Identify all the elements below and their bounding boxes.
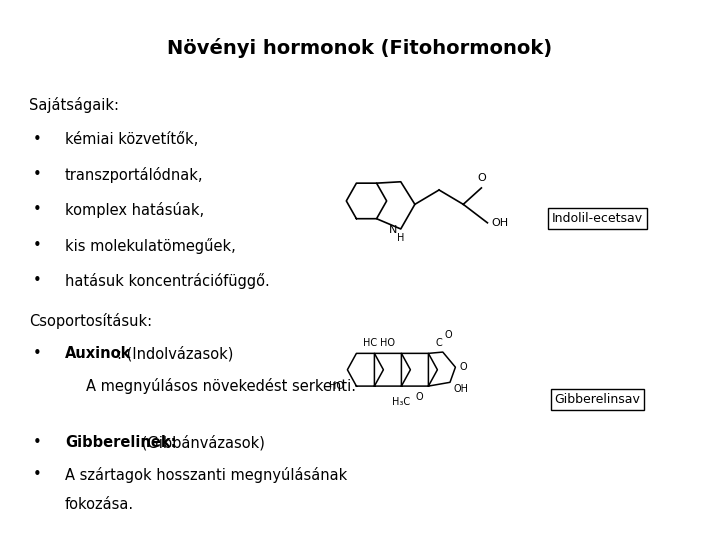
Text: Auxinok: Auxinok <box>65 346 131 361</box>
Text: komplex hatásúak,: komplex hatásúak, <box>65 202 204 219</box>
Text: Indolil-ecetsav: Indolil-ecetsav <box>552 212 643 225</box>
Text: HC: HC <box>363 338 377 348</box>
Text: OH: OH <box>491 218 508 228</box>
Text: •: • <box>32 435 41 450</box>
Text: N: N <box>389 225 397 235</box>
Text: A megnyúlásos növekedést serkenti.: A megnyúlásos növekedést serkenti. <box>86 378 356 394</box>
Text: HO: HO <box>329 381 344 391</box>
Text: •: • <box>32 273 41 288</box>
Text: O: O <box>444 330 452 340</box>
Text: •: • <box>32 238 41 253</box>
Text: Sajátságaik:: Sajátságaik: <box>29 97 119 113</box>
Text: transzportálódnak,: transzportálódnak, <box>65 167 203 184</box>
Text: hatásuk koncentrációfüggő.: hatásuk koncentrációfüggő. <box>65 273 269 289</box>
Text: fokozása.: fokozása. <box>65 497 134 512</box>
Text: O: O <box>477 172 486 183</box>
Text: C: C <box>436 338 442 348</box>
Text: (Gibbánvázasok): (Gibbánvázasok) <box>137 435 265 450</box>
Text: •: • <box>32 346 41 361</box>
Text: Gibberelinek:: Gibberelinek: <box>65 435 176 450</box>
Text: OH: OH <box>454 384 469 394</box>
Text: : (Indolvázasok): : (Indolvázasok) <box>117 346 233 361</box>
Text: Növényi hormonok (Fitohormonok): Növényi hormonok (Fitohormonok) <box>168 38 552 58</box>
Text: kémiai közvetítők,: kémiai közvetítők, <box>65 132 198 147</box>
Text: •: • <box>32 467 41 482</box>
Text: •: • <box>32 132 41 147</box>
Text: H₃C: H₃C <box>392 397 410 407</box>
Text: O: O <box>415 392 423 402</box>
Text: •: • <box>32 202 41 218</box>
Text: kis molekulatömegűek,: kis molekulatömegűek, <box>65 238 235 254</box>
Text: H: H <box>397 233 405 244</box>
Text: Gibberelinsav: Gibberelinsav <box>554 393 641 406</box>
Text: HO: HO <box>380 338 395 348</box>
Text: O: O <box>459 362 467 372</box>
Text: A szártagok hosszanti megnyúlásának: A szártagok hosszanti megnyúlásának <box>65 467 347 483</box>
Text: •: • <box>32 167 41 183</box>
Text: Csoportosításuk:: Csoportosításuk: <box>29 313 152 329</box>
